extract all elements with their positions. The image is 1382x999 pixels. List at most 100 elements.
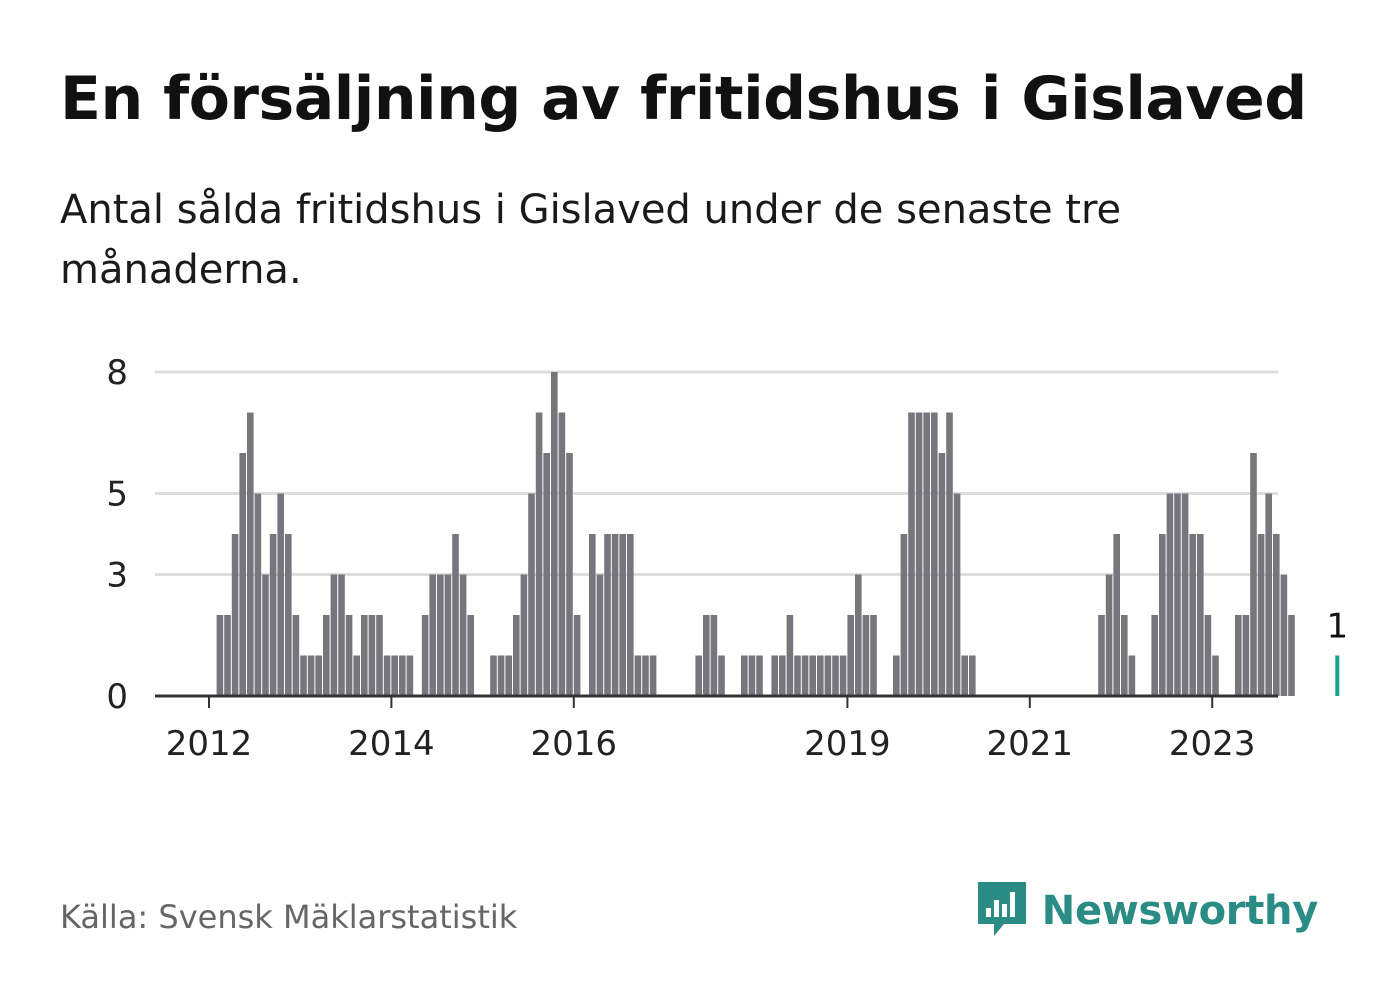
bar xyxy=(497,655,505,696)
bar xyxy=(262,574,269,696)
bar xyxy=(231,534,239,696)
bar xyxy=(300,655,307,696)
bar xyxy=(756,655,763,696)
x-tick-label: 2023 xyxy=(1169,724,1256,764)
bar xyxy=(794,655,801,696)
x-tick-label: 2012 xyxy=(166,724,253,764)
bar xyxy=(452,534,459,696)
bar xyxy=(269,534,277,696)
bar xyxy=(467,615,474,696)
bar xyxy=(307,655,315,696)
y-tick-label: 8 xyxy=(106,353,128,393)
bar xyxy=(1128,655,1136,696)
bar xyxy=(809,655,816,696)
bar xyxy=(543,453,550,696)
bar xyxy=(779,655,786,696)
bar xyxy=(619,534,626,696)
bar xyxy=(1166,493,1174,696)
bar xyxy=(1204,615,1212,696)
bar xyxy=(953,493,961,696)
bar xyxy=(1235,615,1242,696)
bar xyxy=(535,412,543,696)
bar xyxy=(376,615,383,696)
bar xyxy=(1273,534,1280,696)
x-tick-label: 2019 xyxy=(804,724,891,764)
bar xyxy=(1098,615,1105,696)
bar xyxy=(437,574,444,696)
bar xyxy=(1189,534,1196,696)
bar xyxy=(748,655,756,696)
bar xyxy=(801,655,809,696)
bar xyxy=(1159,534,1166,696)
bar xyxy=(353,655,360,696)
bar xyxy=(649,655,657,696)
brand-logo[interactable]: Newsworthy xyxy=(974,878,1318,944)
bar xyxy=(558,412,566,696)
bar xyxy=(870,615,877,696)
bar xyxy=(292,615,300,696)
bar xyxy=(938,453,946,696)
bar xyxy=(634,655,642,696)
bar xyxy=(1197,534,1204,696)
bar xyxy=(513,615,520,696)
x-tick-label: 2014 xyxy=(348,724,435,764)
bar xyxy=(1121,615,1128,696)
bar xyxy=(893,655,900,696)
bar xyxy=(839,655,847,696)
bar xyxy=(1265,493,1272,696)
bar xyxy=(627,534,634,696)
bar xyxy=(551,372,558,696)
bar xyxy=(695,655,702,696)
bar xyxy=(520,574,528,696)
bar xyxy=(368,615,376,696)
y-tick-label: 3 xyxy=(106,556,128,596)
bar xyxy=(573,615,581,696)
bar-chart-speech-bubble-icon xyxy=(974,878,1030,944)
bar xyxy=(254,493,262,696)
bar xyxy=(247,412,254,696)
bar xyxy=(361,615,368,696)
bar xyxy=(1242,615,1250,696)
bar xyxy=(1257,534,1265,696)
sales-bar-chart: 0 3 5 8 1 2012 2014 2016 2019 2021 2023 xyxy=(106,353,1348,764)
bar xyxy=(429,574,436,696)
bar xyxy=(832,655,839,696)
bar xyxy=(505,655,512,696)
bar xyxy=(1181,493,1189,696)
bar xyxy=(824,655,832,696)
bar xyxy=(589,534,596,696)
bar xyxy=(915,412,923,696)
bar xyxy=(1105,574,1113,696)
chart-title: En försäljning av fritidshus i Gislaved xyxy=(60,64,1307,134)
bar xyxy=(216,615,224,696)
y-tick-label: 5 xyxy=(106,475,128,515)
bar xyxy=(703,615,710,696)
bar xyxy=(741,655,748,696)
bar xyxy=(900,534,908,696)
bar xyxy=(421,615,429,696)
bar xyxy=(946,412,953,696)
bar xyxy=(908,412,915,696)
chart-subtitle: Antal sålda fritidshus i Gislaved under … xyxy=(60,187,1122,293)
bar xyxy=(611,534,619,696)
bar xyxy=(224,615,231,696)
bar xyxy=(528,493,535,696)
bar xyxy=(399,655,406,696)
bar xyxy=(459,574,467,696)
bar xyxy=(771,655,778,696)
bar xyxy=(847,615,854,696)
bar xyxy=(855,574,862,696)
bar xyxy=(490,655,497,696)
bar xyxy=(285,534,292,696)
bar xyxy=(1174,493,1181,696)
bar xyxy=(1113,534,1120,696)
bar xyxy=(862,615,870,696)
source-note: Källa: Svensk Mäklarstatistik xyxy=(60,898,518,936)
bar xyxy=(1250,453,1257,696)
bar xyxy=(1280,574,1288,696)
bar xyxy=(961,655,968,696)
brand-name: Newsworthy xyxy=(1041,888,1319,934)
grid-layer xyxy=(155,370,1278,576)
bar xyxy=(345,615,353,696)
x-tick-label: 2021 xyxy=(987,724,1074,764)
